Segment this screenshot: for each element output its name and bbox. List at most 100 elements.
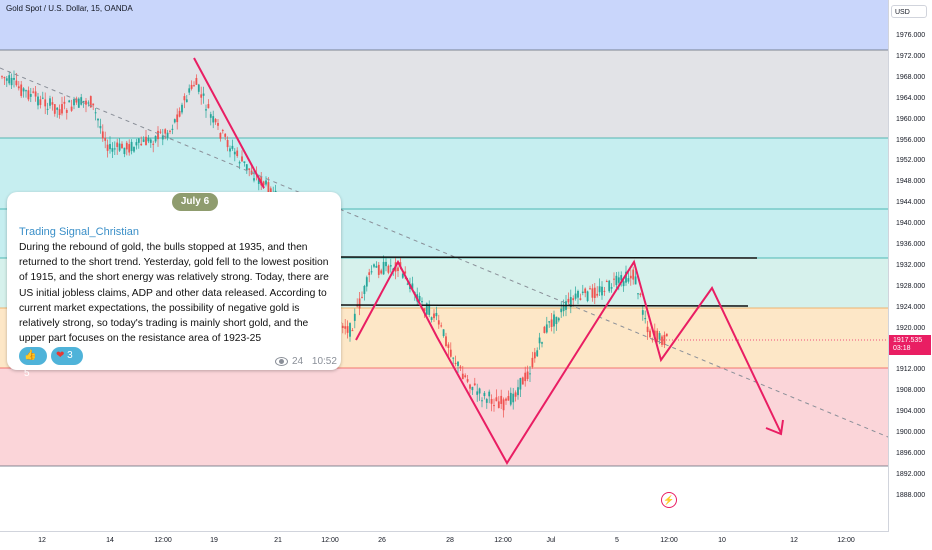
price-label: 1892.000 <box>896 470 926 478</box>
candle-body <box>531 357 534 367</box>
candle-body <box>577 290 579 298</box>
bar-countdown: 03:18 <box>893 345 911 352</box>
currency-button[interactable]: USD <box>891 5 927 18</box>
candle-body <box>423 308 426 312</box>
heart-count: 3 <box>67 350 73 361</box>
candle-body <box>116 142 119 147</box>
candle-body <box>205 109 207 111</box>
candle-body <box>656 330 659 343</box>
resistance-line-upper[interactable] <box>339 256 758 259</box>
candle-body <box>548 321 551 323</box>
lightning-icon[interactable]: ⚡ <box>661 492 677 508</box>
candle-body <box>620 275 623 281</box>
candle-body <box>25 90 27 92</box>
candle-body <box>613 278 615 280</box>
price-label: 1968.000 <box>896 73 926 81</box>
zone-blue-top <box>0 0 888 50</box>
time-label: 21 <box>274 537 282 544</box>
candle-body <box>20 84 23 96</box>
candle-body <box>401 273 404 278</box>
candle-body <box>109 144 111 150</box>
candle-body <box>106 144 109 151</box>
candle-body <box>15 80 18 86</box>
candle-body <box>37 96 39 106</box>
candle-body <box>529 373 531 375</box>
candle-body <box>99 125 102 129</box>
candle-body <box>509 392 512 405</box>
time-axis[interactable] <box>0 531 888 550</box>
candle-body <box>632 269 635 280</box>
candle-body <box>567 298 570 303</box>
candle-body <box>236 150 239 157</box>
candle-body <box>39 99 42 105</box>
price-label: 1928.000 <box>896 282 926 290</box>
candle-body <box>121 143 123 149</box>
candle-body <box>579 298 582 300</box>
candle-body <box>92 103 95 106</box>
candle-body <box>457 361 459 366</box>
price-label: 1932.000 <box>896 261 926 269</box>
candle-body <box>32 91 35 93</box>
forecast-zigzag[interactable] <box>193 57 265 189</box>
price-label: 1924.000 <box>896 303 926 311</box>
candle-body <box>421 301 423 303</box>
candle-body <box>341 325 344 329</box>
price-label: 1904.000 <box>896 408 926 416</box>
message-author[interactable]: Trading Signal_Christian <box>19 226 140 238</box>
dashed-trendline[interactable] <box>0 67 889 438</box>
candle-body <box>627 278 630 282</box>
time-label: 12 <box>790 537 798 544</box>
price-axis[interactable] <box>888 0 932 532</box>
reaction-thumbs-up[interactable]: 👍 5 <box>19 347 47 379</box>
candle-body <box>521 377 524 385</box>
candle-body <box>593 287 596 298</box>
chart-title: Gold Spot / U.S. Dollar, 15, OANDA <box>6 4 133 13</box>
candle-body <box>615 275 618 286</box>
message-bubble <box>7 192 341 370</box>
candle-body <box>166 132 169 138</box>
reaction-heart[interactable]: ❤ 3 <box>51 347 83 365</box>
candle-body <box>543 326 546 333</box>
candle-body <box>461 373 464 380</box>
candle-body <box>41 97 44 99</box>
candle-body <box>536 350 539 357</box>
candle-body <box>152 143 155 145</box>
candle-body <box>658 333 661 340</box>
candle-body <box>77 98 80 108</box>
price-label: 1944.000 <box>896 199 926 207</box>
candle-body <box>665 333 668 337</box>
candle-body <box>598 286 601 293</box>
candle-body <box>133 146 135 152</box>
zone-grey <box>0 50 888 138</box>
candle-body <box>500 395 503 404</box>
candle-body <box>541 342 543 344</box>
candle-body <box>505 398 507 401</box>
candle-body <box>365 277 368 287</box>
candle-body <box>149 139 152 143</box>
candle-body <box>214 119 217 123</box>
candle-body <box>87 102 90 104</box>
candle-body <box>75 98 78 103</box>
candle-body <box>262 181 265 186</box>
time-label: 26 <box>378 537 386 544</box>
forecast-zigzag-main[interactable] <box>355 259 782 465</box>
candle-body <box>159 131 162 133</box>
candle-body <box>169 130 171 132</box>
resistance-line-lower[interactable] <box>339 304 749 307</box>
current-price-value: 1917.535 <box>893 337 923 344</box>
price-label: 1952.000 <box>896 157 926 165</box>
candle-body <box>130 141 133 152</box>
candle-body <box>157 130 159 140</box>
candle-body <box>452 357 455 359</box>
candle-body <box>238 162 241 164</box>
candle-body <box>483 392 486 397</box>
candle-body <box>135 142 138 146</box>
candle-body <box>519 378 522 390</box>
candle-body <box>104 137 107 141</box>
price-label: 1936.000 <box>896 241 926 248</box>
candle-body <box>118 143 121 151</box>
candle-body <box>404 271 407 274</box>
candle-body <box>634 276 637 285</box>
candle-body <box>596 293 599 296</box>
